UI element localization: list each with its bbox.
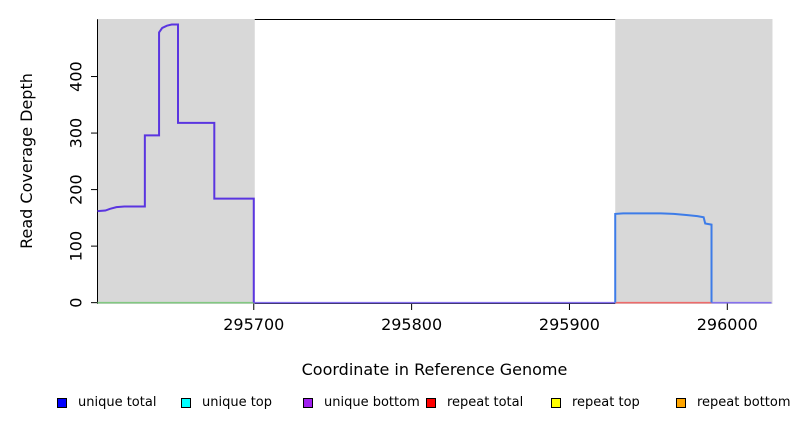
legend-swatch-icon — [57, 397, 67, 408]
y-tick-label: 0 — [67, 298, 86, 308]
series-unique-coverage-right-block — [614, 212, 713, 303]
x-tick-label: 295900 — [539, 315, 600, 334]
legend-item-repeat-bottom: repeat bottom — [676, 395, 791, 410]
legend-swatch-icon — [181, 397, 191, 408]
x-tick-label: 295800 — [381, 315, 442, 334]
series-unique-coverage-left-block — [97, 23, 255, 303]
legend-swatch-icon — [551, 397, 561, 408]
legend-item-unique-top: unique top — [181, 395, 272, 410]
legend-label: unique bottom — [324, 395, 420, 410]
y-tick-label: 200 — [67, 174, 86, 205]
legend-item-repeat-top: repeat top — [551, 395, 640, 410]
x-axis-title: Coordinate in Reference Genome — [301, 360, 568, 379]
repeat-region-left — [97, 19, 255, 304]
legend-label: unique top — [202, 395, 273, 410]
legend-label: repeat top — [572, 395, 640, 410]
coverage-plot-svg: 295700 295800 295900 296000 0 100 200 300 400 — [67, 19, 773, 334]
x-tick-label: 296000 — [697, 315, 758, 334]
y-tick-label: 400 — [67, 61, 86, 92]
legend-swatch-icon — [426, 397, 436, 408]
legend-label: unique total — [78, 395, 157, 410]
legend-item-unique-total: unique total — [57, 395, 156, 410]
y-tick-label: 300 — [67, 118, 86, 149]
legend-swatch-icon — [676, 397, 686, 408]
legend-label: repeat bottom — [697, 395, 791, 410]
legend-label: repeat total — [447, 395, 524, 410]
repeat-region-right — [615, 19, 773, 304]
legend-swatch-icon — [303, 397, 313, 408]
legend-item-repeat-total: repeat total — [426, 395, 523, 410]
legend-item-unique-bottom: unique bottom — [303, 395, 420, 410]
x-tick-label: 295700 — [223, 315, 284, 334]
y-tick-label: 100 — [67, 231, 86, 262]
y-axis-title: Read Coverage Depth — [17, 73, 36, 249]
legend: unique total unique top unique bottom repea… — [0, 395, 792, 415]
